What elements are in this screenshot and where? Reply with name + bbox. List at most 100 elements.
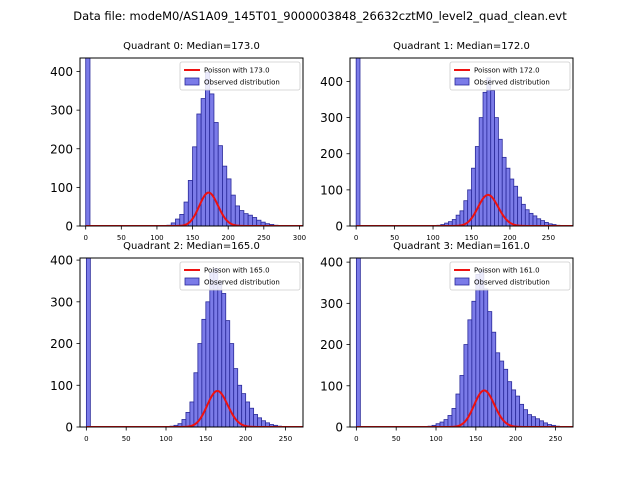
histogram-bar	[185, 411, 191, 427]
legend-line-label: Poisson with 161.0	[474, 267, 540, 275]
x-tick-label: 250	[257, 234, 270, 242]
x-tick-label: 250	[279, 435, 292, 443]
x-tick-label: 250	[549, 435, 562, 443]
y-tick-label: 400	[50, 254, 73, 268]
histogram-bar	[491, 331, 497, 427]
axes-frame	[79, 257, 304, 428]
histogram-bar	[509, 178, 515, 226]
histogram-bar	[503, 368, 509, 427]
y-tick-label: 400	[320, 256, 343, 270]
axes-frame	[79, 57, 304, 227]
x-tick-label: 0	[83, 234, 87, 242]
histogram-bar	[535, 418, 540, 427]
legend-bar-label: Observed distribution	[474, 79, 550, 87]
y-tick-label: 100	[50, 379, 73, 393]
quadrant-1-chart: 0 50 100 150 200 250 0 100 200 300 400 Quadrant 1: …	[320, 41, 574, 242]
histogram-bar	[249, 407, 255, 427]
histogram-bar	[226, 178, 232, 226]
y-tick-label: 300	[320, 297, 343, 311]
poisson-curve	[356, 389, 573, 427]
y-tick-label: 200	[320, 338, 343, 352]
y-tick-label: 300	[320, 111, 343, 125]
legend-box	[449, 261, 571, 291]
x-tick-label: 50	[392, 435, 401, 443]
y-tick-label: 200	[50, 337, 73, 351]
histogram-bar	[527, 414, 532, 427]
histogram-bar	[204, 71, 211, 226]
histogram-bar	[490, 90, 495, 226]
legend-bar-swatch	[454, 277, 470, 286]
histogram-bar	[523, 409, 529, 427]
histogram-bar	[475, 274, 481, 427]
plot-area	[85, 258, 303, 427]
quadrant-0-chart: 0 50 100 150 200 250 300 0 100 200 300 400 Quadrant …	[50, 41, 306, 242]
histogram-bar	[451, 408, 457, 427]
y-tick-label: 100	[320, 183, 343, 197]
y-tick-label: 200	[320, 147, 343, 161]
histogram-bar	[247, 214, 253, 226]
legend-box	[179, 261, 301, 291]
histogram-bar	[213, 122, 219, 226]
histogram-bar	[200, 98, 206, 226]
legend-line-label: Poisson with 173.0	[204, 67, 270, 75]
legend-bar-label: Observed distribution	[204, 279, 280, 287]
x-tick-label: 150	[465, 234, 478, 242]
x-tick-label: 200	[222, 234, 235, 242]
y-tick-label: 0	[335, 220, 343, 234]
histogram-bar	[447, 415, 453, 427]
subplot-title: Quadrant 1: Median=172.0	[393, 41, 530, 52]
histogram-bar	[179, 214, 185, 226]
legend-box	[449, 61, 571, 91]
histogram-bar	[225, 320, 231, 427]
histogram-bar	[519, 403, 525, 427]
histogram-bar	[524, 209, 530, 226]
histogram-bar	[463, 344, 469, 427]
histogram-bar	[511, 389, 517, 427]
histogram-bar	[245, 401, 251, 427]
x-tick-label: 0	[354, 435, 358, 443]
histogram-bar	[252, 217, 258, 226]
histogram-bar	[479, 269, 485, 427]
histogram-bar	[213, 268, 219, 427]
histogram-bar	[483, 288, 489, 427]
legend: Poisson with 161.0 Observed distribution	[449, 261, 571, 291]
histogram-bar	[241, 393, 247, 427]
x-tick-label: 0	[354, 234, 358, 242]
y-tick-label: 300	[50, 295, 73, 309]
legend-bar-swatch	[454, 77, 470, 86]
poisson-curve	[85, 191, 303, 226]
plot-area	[355, 58, 573, 226]
histogram-bar	[230, 194, 236, 226]
histogram-bar	[455, 214, 461, 226]
poisson-curve	[86, 389, 303, 427]
y-tick-label: 100	[320, 379, 343, 393]
y-tick-label: 0	[65, 220, 73, 234]
histogram-bar	[455, 393, 461, 427]
histogram-bar	[209, 93, 215, 226]
histogram-bar	[209, 272, 215, 427]
quadrant-2-chart: 0 50 100 150 200 250 0 100 200 300 400 Quadrant 2: …	[50, 241, 304, 443]
x-tick-label: 100	[159, 435, 172, 443]
subplot-title: Quadrant 0: Median=173.0	[123, 41, 260, 52]
histogram-bar	[528, 212, 534, 226]
legend: Poisson with 165.0 Observed distribution	[179, 261, 301, 291]
histogram-bar	[234, 205, 240, 226]
axes-frame	[349, 257, 574, 428]
legend-box	[179, 61, 301, 91]
legend-line-label: Poisson with 172.0	[474, 67, 540, 75]
x-tick-label: 200	[503, 234, 516, 242]
histogram-bar	[515, 395, 521, 427]
x-tick-label: 300	[293, 234, 306, 242]
y-tick-label: 0	[335, 421, 343, 435]
y-tick-label: 400	[320, 75, 343, 89]
y-tick-label: 100	[50, 181, 73, 195]
legend: Poisson with 173.0 Observed distribution	[179, 61, 301, 91]
histogram-bar	[189, 401, 195, 427]
x-tick-label: 0	[84, 435, 88, 443]
figure-title: Data file: modeM0/AS1A09_145T01_90000038…	[73, 9, 567, 23]
histogram-bar	[183, 201, 189, 226]
legend-line-label: Poisson with 165.0	[204, 267, 270, 275]
histogram-bar	[193, 372, 199, 427]
histogram-bar	[532, 215, 538, 226]
x-tick-label: 100	[426, 234, 439, 242]
